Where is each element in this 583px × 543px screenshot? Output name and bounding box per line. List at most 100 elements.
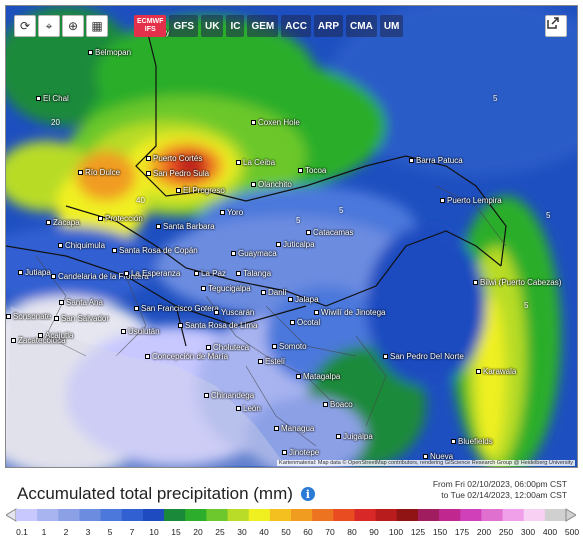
place-name: Jalapa	[295, 295, 319, 304]
legend-label: 0.1	[16, 527, 28, 537]
location-pin-icon[interactable]: ⌖	[38, 15, 60, 37]
legend-label: 70	[325, 527, 335, 537]
place-label: Candelaria de la Frontera	[51, 272, 149, 281]
place-marker-icon	[18, 270, 23, 275]
time-range-to: to Tue 02/14/2023, 12:00am CST	[441, 490, 567, 500]
model-cma-button[interactable]: CMA	[346, 15, 377, 37]
place-label: Río Dulce	[78, 168, 120, 177]
place-name: Wiwilí de Jinotega	[321, 308, 386, 317]
place-name: Zacapa	[53, 218, 80, 227]
place-label: La Ceiba	[236, 158, 275, 167]
refresh-icon[interactable]: ⟳	[14, 15, 36, 37]
place-label: Chinandega	[204, 391, 254, 400]
place-marker-icon	[231, 251, 236, 256]
legend-swatch	[523, 509, 546, 521]
model-arp-button[interactable]: ARP	[313, 15, 344, 37]
legend-label: 175	[454, 527, 470, 537]
place-label: Somoto	[272, 342, 307, 351]
grid-icon[interactable]: ▦	[86, 15, 108, 37]
legend-swatch	[248, 509, 271, 521]
legend-label: 10	[149, 527, 159, 537]
legend-label: 50	[281, 527, 291, 537]
legend-label: 5	[107, 527, 113, 537]
refresh-glyph: ⟳	[19, 19, 31, 33]
place-marker-icon	[236, 271, 241, 276]
model-ecmwf-sub: IFS	[144, 26, 156, 33]
model-ecmwf-button[interactable]: ECMWF IFS	[134, 15, 167, 37]
place-name: Barra Patuca	[416, 156, 463, 165]
model-acc-button[interactable]: ACC	[281, 15, 311, 37]
place-name: Jutiapa	[25, 268, 51, 277]
contour-label: 5	[493, 94, 498, 103]
place-name: Yuscarán	[221, 308, 255, 317]
place-name: San Pedro Del Norte	[390, 352, 464, 361]
info-icon[interactable]: i	[300, 487, 315, 501]
precipitation-legend-bar	[6, 508, 576, 522]
legend-label: 20	[193, 527, 203, 537]
legend-swatch	[121, 509, 144, 521]
map-title-text: Accumulated total precipitation (mm)	[17, 484, 293, 503]
place-label: Catacamas	[306, 228, 353, 237]
place-name: Chinandega	[211, 391, 255, 400]
place-marker-icon	[206, 345, 211, 350]
place-name: Jinotepe	[289, 448, 320, 457]
place-name: Ocotal	[297, 318, 321, 327]
place-label: Ocotal	[290, 318, 320, 327]
place-name: Talanga	[243, 269, 272, 278]
place-marker-icon	[409, 158, 414, 163]
place-marker-icon	[176, 188, 181, 193]
place-name: Belmopan	[95, 48, 132, 57]
place-marker-icon	[134, 306, 139, 311]
model-um-button[interactable]: UM	[379, 15, 404, 37]
place-name: La Paz	[201, 269, 226, 278]
place-marker-icon	[6, 314, 11, 319]
model-ic-button[interactable]: IC	[226, 15, 245, 37]
place-marker-icon	[272, 344, 277, 349]
grid-glyph: ▦	[91, 19, 103, 33]
place-marker-icon	[282, 450, 287, 455]
place-name: Puerto Cortés	[153, 154, 203, 163]
legend-swatch	[375, 509, 398, 521]
place-label: Nueva	[423, 452, 453, 461]
contour-label: 40	[136, 196, 145, 205]
legend-label: 15	[171, 527, 181, 537]
model-gfs-button[interactable]: GFS	[169, 15, 199, 37]
place-marker-icon	[194, 271, 199, 276]
place-marker-icon	[314, 310, 319, 315]
precipitation-field	[6, 6, 577, 467]
place-marker-icon	[78, 170, 83, 175]
place-marker-icon	[146, 171, 151, 176]
precipitation-map[interactable]: ⟳ ⌖ ⊕ ▦ ECMWF IFS GFS UK IC GEM ACC ARP …	[5, 5, 578, 468]
place-name: San Francisco Gotera	[141, 304, 219, 313]
place-marker-icon	[383, 354, 388, 359]
model-ecmwf-label: ECMWF	[137, 18, 164, 25]
model-uk-button[interactable]: UK	[201, 15, 224, 37]
place-marker-icon	[258, 359, 263, 364]
place-marker-icon	[156, 224, 161, 229]
place-marker-icon	[423, 454, 428, 459]
place-marker-icon	[276, 242, 281, 247]
place-label: San Francisco Gotera	[134, 304, 219, 313]
model-gem-button[interactable]: GEM	[247, 15, 279, 37]
zoom-icon[interactable]: ⊕	[62, 15, 84, 37]
legend-swatch	[291, 509, 313, 521]
model-selector: ECMWF IFS GFS UK IC GEM ACC ARP CMA UM	[134, 15, 404, 37]
legend-swatch	[502, 509, 525, 521]
share-glyph	[547, 17, 559, 29]
place-label: Santa Barbara	[156, 222, 215, 231]
place-label: Choluteca	[206, 343, 249, 352]
map-toolbar: ⟳ ⌖ ⊕ ▦	[14, 15, 108, 37]
place-label: Talanga	[236, 269, 271, 278]
place-label: Bluefields	[451, 437, 493, 446]
place-label: Matagalpa	[296, 372, 340, 381]
place-label: Guaymaca	[231, 249, 277, 258]
place-label: Boaco	[323, 400, 353, 409]
place-label: Sonsonate	[6, 312, 51, 321]
place-name: Yoro	[227, 208, 244, 217]
place-label: Zacatecoluca	[11, 336, 66, 345]
place-marker-icon	[473, 280, 478, 285]
place-marker-icon	[220, 210, 225, 215]
place-marker-icon	[201, 286, 206, 291]
place-marker-icon	[51, 274, 56, 279]
share-icon[interactable]	[545, 15, 567, 37]
